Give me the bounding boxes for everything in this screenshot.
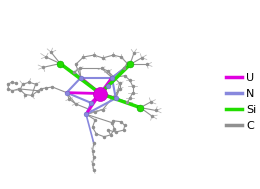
Legend: U, N, Si, C: U, N, Si, C bbox=[226, 73, 256, 131]
